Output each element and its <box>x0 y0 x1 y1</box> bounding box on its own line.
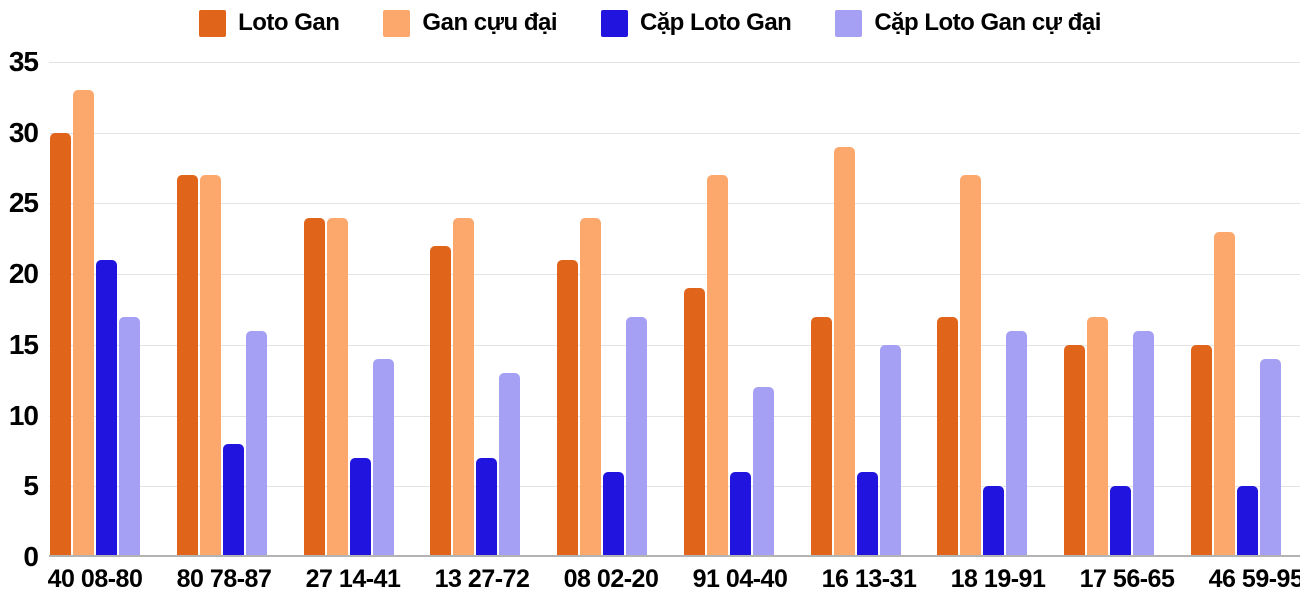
legend-item[interactable]: Loto Gan <box>199 9 340 37</box>
bar[interactable] <box>960 175 982 557</box>
bar[interactable] <box>1236 486 1258 557</box>
bar[interactable] <box>222 443 244 557</box>
x-tick-label: 08 02-20 <box>563 564 659 593</box>
legend-label: Cặp Loto Gan <box>640 9 792 36</box>
bar-group <box>683 62 774 557</box>
x-tick-label: 17 56-65 <box>1079 564 1175 593</box>
x-tick-label: 40 08-80 <box>47 564 143 593</box>
bar[interactable] <box>372 359 394 557</box>
y-tick-label: 10 <box>8 399 39 431</box>
legend-swatch-icon <box>383 9 411 37</box>
legend-swatch-icon <box>835 9 863 37</box>
bar[interactable] <box>1213 231 1235 557</box>
x-tick-label: 16 13-31 <box>821 564 917 593</box>
x-tick-label: 91 04-40 <box>692 564 788 593</box>
bar[interactable] <box>983 486 1005 557</box>
bar[interactable] <box>349 458 371 557</box>
bar-group <box>303 62 394 557</box>
bar-group <box>810 62 901 557</box>
y-axis: 0 5 10 15 20 25 30 35 <box>0 0 40 600</box>
bar[interactable] <box>119 316 140 557</box>
bar[interactable] <box>96 260 117 557</box>
bar[interactable] <box>1190 344 1212 557</box>
bar[interactable] <box>199 175 221 557</box>
bar[interactable] <box>245 330 267 557</box>
plot-area <box>49 62 1300 557</box>
bar[interactable] <box>1064 344 1086 557</box>
legend-item[interactable]: Cặp Loto Gan <box>601 9 792 37</box>
bar-group <box>1064 62 1155 557</box>
bar[interactable] <box>453 217 475 557</box>
bar[interactable] <box>1087 316 1109 557</box>
y-tick-label: 5 <box>23 470 39 502</box>
grid-line <box>49 345 1300 346</box>
y-tick-label: 15 <box>8 328 39 360</box>
y-tick-label: 25 <box>8 187 39 219</box>
bar-groups <box>49 62 1300 557</box>
bar[interactable] <box>73 90 94 557</box>
bar[interactable] <box>476 458 498 557</box>
bar-group <box>50 62 140 557</box>
y-tick-label: 35 <box>8 46 39 77</box>
bar[interactable] <box>683 288 705 557</box>
bar-group <box>176 62 267 557</box>
bar[interactable] <box>833 146 855 557</box>
bar[interactable] <box>729 472 751 557</box>
grid-line <box>49 133 1300 134</box>
bar[interactable] <box>1259 359 1281 557</box>
bar[interactable] <box>326 217 348 557</box>
grid-line <box>49 274 1300 275</box>
bar[interactable] <box>176 175 198 557</box>
bar[interactable] <box>603 472 625 557</box>
bar[interactable] <box>303 217 325 557</box>
bar[interactable] <box>856 472 878 557</box>
x-axis-baseline <box>49 555 1300 557</box>
legend-label: Loto Gan <box>238 9 340 36</box>
bar-group <box>557 62 648 557</box>
x-axis: 40 08-80 80 78-87 27 14-41 13 27-72 08 02-20… <box>47 561 1300 597</box>
bar[interactable] <box>50 132 71 557</box>
y-tick-label: 30 <box>8 116 39 148</box>
grid-line <box>49 416 1300 417</box>
x-tick-label: 27 14-41 <box>305 564 401 593</box>
bar[interactable] <box>706 175 728 557</box>
bar[interactable] <box>1006 330 1028 557</box>
bar-group <box>430 62 521 557</box>
grid-line <box>49 486 1300 487</box>
legend-item[interactable]: Cặp Loto Gan cự đại <box>835 9 1101 37</box>
bar[interactable] <box>1110 486 1132 557</box>
legend-item[interactable]: Gan cựu đại <box>383 9 557 37</box>
bar[interactable] <box>430 245 452 557</box>
chart-legend: Loto Gan Gan cựu đại Cặp Loto Gan Cặp Loto … <box>0 6 1300 40</box>
bar[interactable] <box>1133 330 1155 557</box>
bar-group <box>937 62 1028 557</box>
legend-label: Cặp Loto Gan cự đại <box>874 9 1101 36</box>
x-tick-label: 46 59-95 <box>1208 564 1300 593</box>
legend-label: Gan cựu đại <box>422 9 557 36</box>
legend-swatch-icon <box>601 9 628 37</box>
grid-line <box>49 62 1300 63</box>
bar[interactable] <box>626 316 648 557</box>
bar[interactable] <box>937 316 959 557</box>
y-tick-label: 0 <box>23 541 39 572</box>
x-tick-label: 80 78-87 <box>176 564 272 593</box>
bar[interactable] <box>810 316 832 557</box>
bar[interactable] <box>557 260 579 557</box>
grid-line <box>49 203 1300 204</box>
bar[interactable] <box>580 217 602 557</box>
bar[interactable] <box>752 387 774 557</box>
y-tick-label: 20 <box>8 258 39 290</box>
legend-swatch-icon <box>199 9 227 37</box>
bar[interactable] <box>499 373 521 557</box>
bar[interactable] <box>879 344 901 557</box>
x-tick-label: 18 19-91 <box>950 564 1046 593</box>
bar-group <box>1190 62 1281 557</box>
x-tick-label: 13 27-72 <box>434 564 530 593</box>
